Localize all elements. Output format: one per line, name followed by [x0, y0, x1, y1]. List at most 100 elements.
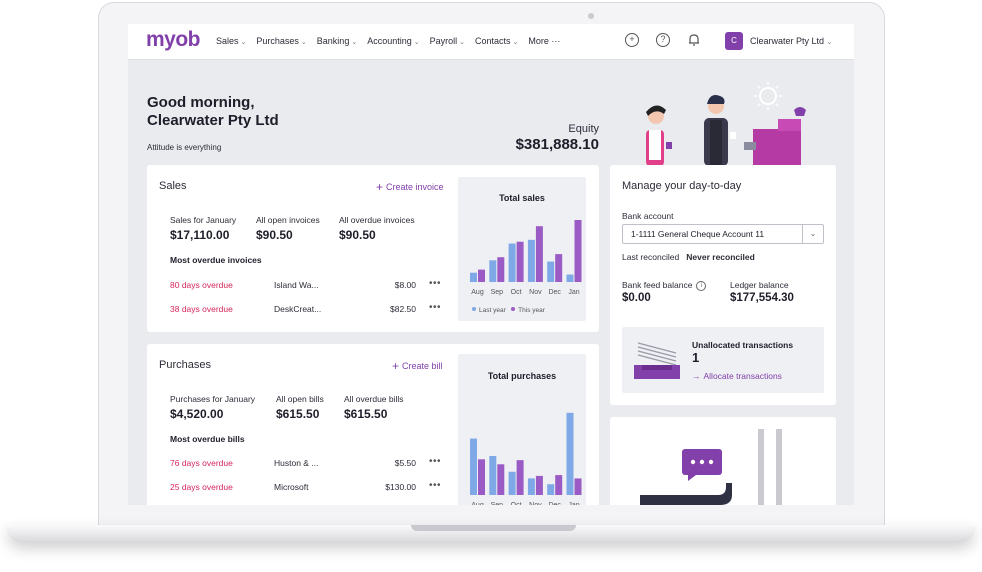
stat-open-bills[interactable]: All open bills $615.50: [276, 394, 324, 421]
nav-item-payroll[interactable]: Payroll ⌄: [429, 36, 465, 46]
plus-icon: +: [376, 180, 384, 194]
total-purchases-bar-last-year-jan[interactable]: [566, 412, 574, 495]
total-sales-bar-this-year-sep[interactable]: [497, 257, 505, 282]
help-icon[interactable]: ?: [656, 33, 670, 47]
unallocated-count: 1: [692, 350, 700, 365]
legend-dot-last-year: [472, 307, 476, 311]
tagline: Attitude is everything: [147, 143, 222, 152]
total-purchases-bar-this-year-jan[interactable]: [574, 478, 582, 495]
page-title: Good morning, Clearwater Pty Ltd: [147, 94, 279, 130]
greeting-line: Good morning,: [147, 94, 255, 111]
create-invoice-link[interactable]: + Create invoice: [376, 180, 444, 194]
counter-illustration: [744, 107, 806, 166]
total-purchases-tick-label: Sep: [491, 502, 504, 505]
stat-overdue-invoices[interactable]: All overdue invoices $90.50: [339, 215, 415, 242]
overdue-bill-row[interactable]: 76 days overdue Huston & ... $5.50 •••: [170, 456, 442, 468]
sales-chart-title: Total sales: [499, 193, 545, 203]
stat-overdue-bills[interactable]: All overdue bills $615.50: [344, 394, 404, 421]
sales-chart: Aug Sep Oct Nov Dec Jan: [470, 220, 582, 296]
total-purchases-tick-label: Oct: [511, 502, 522, 505]
total-purchases-bar-last-year-oct[interactable]: [508, 471, 516, 495]
more-actions-icon[interactable]: •••: [429, 480, 442, 491]
myob-logo[interactable]: myob: [146, 28, 201, 51]
overdue-bill-row[interactable]: 25 days overdue Microsoft $130.00 •••: [170, 480, 442, 492]
total-purchases-bar-this-year-oct[interactable]: [516, 460, 524, 495]
purchases-title: Purchases: [159, 359, 211, 371]
bank-feed-balance: $0.00: [622, 292, 651, 304]
header-illustration: [646, 82, 806, 166]
total-sales-bar-this-year-nov[interactable]: [535, 226, 543, 282]
total-sales-bar-last-year-nov[interactable]: [527, 239, 535, 282]
day-to-day-card: Manage your day-to-day Bank account 1-11…: [610, 165, 836, 405]
overdue-invoice-row[interactable]: 80 days overdue Island Wa... $8.00 •••: [170, 278, 442, 290]
company-switcher[interactable]: Clearwater Pty Ltd ⌄: [750, 36, 833, 46]
chevron-down-icon: ⌄: [413, 39, 420, 46]
purchases-chart-panel: Total purchases Aug Sep Oct Nov Dec Jan: [458, 354, 586, 505]
nav-item-sales[interactable]: Sales ⌄: [216, 36, 247, 46]
more-actions-icon[interactable]: •••: [429, 302, 442, 313]
chevron-down-icon: ⌄: [512, 39, 519, 46]
unallocated-panel: Unallocated transactions 1 → Allocate tra…: [622, 327, 824, 393]
add-icon[interactable]: +: [625, 33, 639, 47]
total-sales-bar-last-year-jan[interactable]: [566, 274, 574, 282]
company-avatar[interactable]: C: [725, 32, 743, 50]
woman-figure: [646, 105, 672, 166]
total-purchases-bar-last-year-dec[interactable]: [547, 484, 555, 495]
total-sales-bar-this-year-dec[interactable]: [555, 254, 563, 282]
total-purchases-bar-this-year-aug[interactable]: [478, 459, 485, 495]
chevron-down-icon: ⌄: [240, 39, 247, 46]
nav-item-purchases[interactable]: Purchases ⌄: [256, 36, 307, 46]
total-purchases-bar-this-year-dec[interactable]: [555, 475, 563, 495]
equity-label: Equity: [568, 123, 599, 135]
total-sales-tick-label: Aug: [471, 289, 484, 296]
stat-purchases-for-month: Purchases for January $4,520.00: [170, 394, 256, 421]
total-purchases-tick-label: Nov: [529, 502, 542, 505]
inbox-tray-icon: [634, 342, 680, 379]
chevron-down-icon: ⌄: [826, 39, 833, 46]
allocate-transactions-link[interactable]: → Allocate transactions: [692, 371, 782, 381]
stat-sales-for-month: Sales for January $17,110.00: [170, 215, 237, 242]
man-figure: [704, 95, 736, 166]
bell-icon[interactable]: [687, 33, 701, 47]
app-screen: myob Sales ⌄ Purchases ⌄ Banking ⌄ Accounti…: [128, 24, 854, 505]
chevron-down-icon: ⌄: [351, 39, 358, 46]
purchases-card: Purchases + Create bill Purchases for Jan…: [147, 344, 599, 505]
total-sales-bar-last-year-sep[interactable]: [489, 260, 497, 282]
total-sales-tick-label: Jan: [568, 289, 579, 296]
bank-account-label: Bank account: [622, 211, 674, 221]
total-sales-bar-last-year-aug[interactable]: [470, 272, 477, 282]
more-actions-icon[interactable]: •••: [429, 456, 442, 467]
ledger-label: Ledger balance: [730, 280, 789, 290]
total-sales-bar-last-year-oct[interactable]: [508, 243, 516, 282]
total-purchases-bar-this-year-nov[interactable]: [535, 475, 543, 495]
last-reconciled: Last reconciled Never reconciled: [622, 252, 755, 262]
promo-illustration: [640, 429, 782, 505]
nav-item-contacts[interactable]: Contacts ⌄: [475, 36, 519, 46]
nav-item-banking[interactable]: Banking ⌄: [316, 36, 358, 46]
purchases-chart-title: Total purchases: [487, 371, 557, 381]
total-sales-tick-label: Oct: [511, 289, 522, 296]
sales-title: Sales: [159, 180, 187, 192]
unallocated-label: Unallocated transactions: [692, 340, 794, 350]
more-actions-icon[interactable]: •••: [429, 278, 442, 289]
create-bill-link[interactable]: + Create bill: [392, 359, 443, 373]
total-sales-bar-this-year-aug[interactable]: [478, 269, 485, 282]
bank-account-select[interactable]: 1-1111 General Cheque Account 11 ⌄: [622, 224, 824, 244]
info-icon[interactable]: i: [696, 281, 707, 291]
nav-item-more[interactable]: More ···: [528, 36, 561, 46]
overdue-invoice-row[interactable]: 38 days overdue DeskCreat... $82.50 •••: [170, 302, 442, 314]
nav-item-accounting[interactable]: Accounting ⌄: [367, 36, 420, 46]
stat-open-invoices[interactable]: All open invoices $90.50: [256, 215, 320, 242]
total-purchases-bar-last-year-nov[interactable]: [527, 478, 535, 495]
total-sales-bar-this-year-oct[interactable]: [516, 241, 524, 282]
total-purchases-bar-last-year-sep[interactable]: [489, 455, 497, 495]
total-purchases-bar-last-year-aug[interactable]: [470, 438, 477, 495]
laptop-notch: [411, 525, 576, 531]
total-sales-bar-this-year-jan[interactable]: [574, 220, 582, 282]
overdue-bills-heading: Most overdue bills: [170, 434, 245, 444]
main-menu: Sales ⌄ Purchases ⌄ Banking ⌄ Accounting ⌄ P…: [216, 36, 570, 46]
overdue-invoices-heading: Most overdue invoices: [170, 255, 262, 265]
sun-icon: [754, 82, 782, 110]
total-sales-bar-last-year-dec[interactable]: [547, 261, 555, 282]
total-purchases-bar-this-year-sep[interactable]: [497, 464, 505, 495]
